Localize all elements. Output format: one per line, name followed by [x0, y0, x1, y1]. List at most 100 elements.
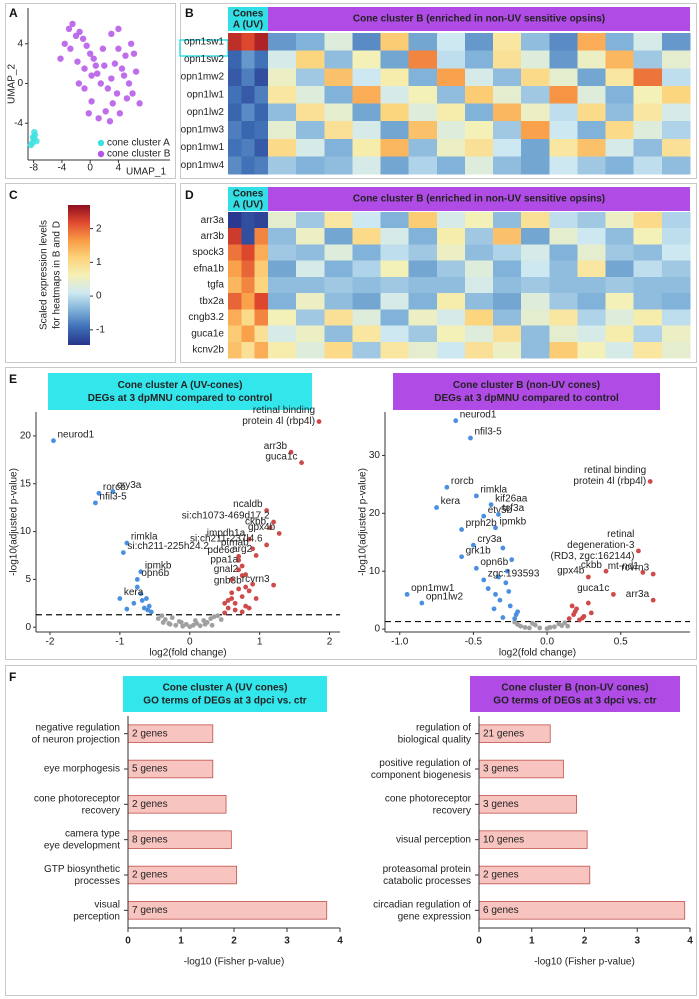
x-tick-label: 4: [116, 163, 122, 174]
heat-cell: [380, 212, 410, 229]
point: [236, 567, 242, 573]
heat-cell: [296, 103, 325, 122]
heat-cell: [352, 138, 381, 157]
point: [497, 597, 503, 603]
heat-cell: [324, 293, 353, 310]
row-label: arr3b: [201, 231, 225, 242]
heat-cell: [436, 33, 466, 52]
heat-cell: [464, 244, 494, 262]
heat-cell: [493, 156, 522, 175]
heat-cell: [296, 228, 325, 245]
point: [640, 569, 646, 575]
heat-cell: [241, 244, 256, 262]
point: [222, 600, 228, 606]
chart-title-line: Cone cluster B (non-UV cones): [501, 682, 648, 693]
heat-cell: [254, 260, 269, 278]
heat-cell: [521, 50, 550, 69]
heat-cell: [436, 121, 466, 140]
heat-cell: [380, 260, 410, 278]
heat-cell: [549, 276, 578, 294]
point: [580, 615, 585, 621]
heat-cell: [436, 293, 466, 310]
point: [229, 596, 235, 601]
heat-cell: [521, 68, 550, 87]
category-label-line: catabolic processes: [383, 876, 471, 887]
point: [444, 484, 450, 490]
panel-frame: [180, 183, 697, 363]
heat-cell: [380, 121, 410, 140]
bar-annotation: 3 genes: [483, 799, 519, 810]
heat-cell: [408, 260, 438, 278]
panel-letter: A: [9, 6, 18, 20]
heat-cell: [661, 156, 691, 175]
point: [51, 438, 56, 444]
heat-cell: [605, 138, 635, 157]
colorbar-label-line: Scaled expression levels: [38, 220, 49, 330]
heat-cell: [241, 103, 256, 122]
category-label-line: of neuron projection: [32, 734, 120, 745]
point: [115, 25, 122, 33]
heat-cell: [493, 276, 522, 294]
heat-cell: [408, 341, 438, 359]
x-tick-label: -4: [57, 163, 66, 174]
point: [236, 586, 242, 592]
x-tick-label: 0: [476, 936, 482, 947]
heat-cell: [296, 156, 325, 175]
heat-cell: [254, 138, 269, 157]
bar-annotation: 2 genes: [132, 728, 168, 739]
y-tick-label: 20: [20, 431, 32, 442]
heat-cell: [521, 85, 550, 104]
point: [67, 45, 74, 52]
category-label-line: cone photoreceptor: [385, 793, 472, 804]
heat-cell: [464, 341, 494, 359]
bar-annotation: 6 genes: [483, 905, 519, 916]
panel-letter: E: [9, 372, 17, 386]
heat-cell: [633, 325, 663, 343]
point: [108, 30, 115, 38]
heat-cell: [228, 103, 242, 122]
heat-cell: [549, 103, 578, 122]
point: [650, 597, 656, 603]
point: [75, 80, 83, 87]
panel-frame: [5, 3, 176, 179]
y-tick-label: 30: [369, 450, 381, 461]
point: [512, 619, 518, 625]
row-label: arr3a: [201, 215, 225, 226]
heat-cell: [605, 85, 635, 104]
heat-cell: [464, 103, 494, 122]
point: [118, 65, 126, 72]
category-label: regulation of biological quality: [398, 722, 472, 745]
point-label: si:ch211-225h24.2: [127, 541, 209, 552]
heat-cell: [464, 121, 494, 140]
point: [473, 565, 479, 571]
heat-cell: [493, 341, 522, 359]
heat-cell: [324, 260, 353, 278]
category-label: visual perception: [396, 834, 471, 845]
heat-cell: [408, 293, 438, 310]
x-tick-label: 0: [87, 163, 93, 174]
x-axis-label: UMAP_1: [126, 167, 166, 178]
point: [202, 621, 208, 627]
point: [90, 55, 97, 62]
chart-title-line: DEGs at 3 dpMNU compared to control: [434, 393, 619, 404]
heat-cell: [408, 156, 438, 175]
point: [288, 449, 294, 455]
point: [81, 65, 88, 72]
point: [31, 128, 38, 136]
heat-cell: [464, 33, 494, 52]
point: [496, 574, 501, 580]
point: [99, 45, 107, 52]
point-label: kif26aa: [495, 493, 528, 504]
heat-cell: [241, 309, 256, 326]
heat-cell: [436, 228, 466, 245]
point: [243, 603, 249, 609]
heat-cell: [254, 50, 269, 69]
point-label: etv5b: [488, 505, 513, 516]
group-label-line: Cones: [233, 188, 264, 199]
heat-cell: [577, 121, 606, 140]
heat-cell: [268, 341, 297, 359]
point: [111, 60, 119, 67]
point: [79, 35, 87, 42]
point: [83, 42, 90, 49]
heat-cell: [324, 309, 353, 326]
